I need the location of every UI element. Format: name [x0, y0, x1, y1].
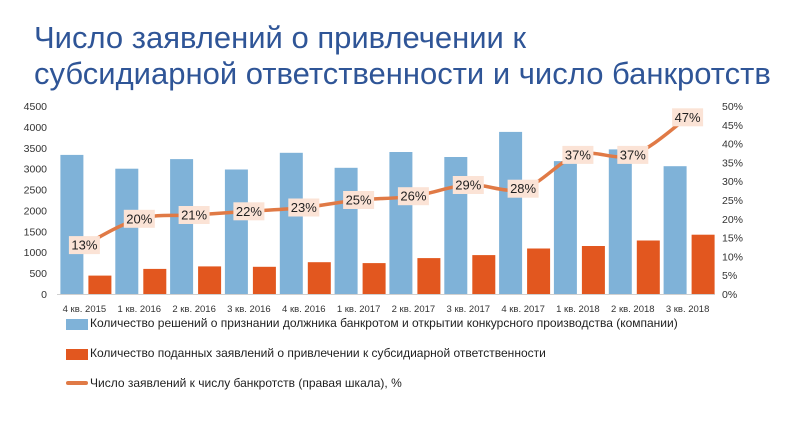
left-tick-label: 500 — [29, 268, 47, 280]
right-tick-label: 50% — [722, 101, 743, 113]
data-label: 13% — [71, 238, 97, 253]
legend-swatch-ratio — [66, 381, 88, 385]
left-tick-label: 2500 — [24, 185, 48, 197]
data-label: 22% — [236, 204, 262, 219]
data-label-box — [288, 198, 320, 217]
data-label-box — [233, 202, 265, 221]
bar-bankruptcies — [389, 152, 413, 294]
left-axis: 0 500 1000 1500 2000 2500 3000 3500 4000 4500 — [24, 101, 48, 301]
left-tick-label: 4000 — [24, 122, 48, 134]
data-labels: 13% 20% 21% 22% 23% 25% 26% 29% 28% 37% 37% 47% — [68, 108, 704, 255]
data-label: 20% — [126, 211, 152, 226]
bar-claims — [636, 240, 660, 294]
right-tick-label: 0% — [722, 289, 737, 301]
right-tick-label: 40% — [722, 139, 743, 151]
category-label: 4 кв. 2016 — [282, 304, 326, 315]
left-tick-label: 1500 — [24, 226, 48, 238]
legend-swatch-bankruptcies — [66, 319, 88, 330]
data-label-box — [397, 187, 429, 206]
bar-claims — [581, 246, 605, 294]
category-label: 1 кв. 2017 — [337, 304, 381, 315]
right-axis: 0% 5% 10% 15% 20% 25% 30% 35% 40% 45% 50% — [722, 101, 743, 301]
right-tick-label: 5% — [722, 270, 737, 282]
left-tick-label: 2000 — [24, 205, 48, 217]
data-label: 47% — [675, 110, 701, 125]
data-label: 23% — [291, 200, 317, 215]
category-label: 3 кв. 2017 — [447, 304, 491, 315]
left-tick-label: 3500 — [24, 143, 48, 155]
bar-claims — [88, 275, 112, 294]
right-tick-label: 35% — [722, 157, 743, 169]
data-label-box — [68, 236, 100, 255]
bar-claims — [527, 248, 551, 294]
data-label: 26% — [400, 189, 426, 204]
bar-claims — [143, 268, 167, 294]
data-label-box — [562, 145, 594, 164]
chart-title-line-1: Число заявлений о привлечении к — [34, 20, 527, 55]
data-label-box — [617, 145, 649, 164]
bar-bankruptcies — [334, 167, 358, 294]
data-label: 21% — [181, 208, 207, 223]
data-label-box — [672, 108, 704, 127]
bar-bankruptcies — [279, 152, 303, 294]
right-tick-label: 10% — [722, 251, 743, 263]
chart-title-line-2: субсидиарной ответственности и число бан… — [34, 56, 771, 91]
data-label: 25% — [346, 193, 372, 208]
right-tick-label: 20% — [722, 214, 743, 226]
bar-bankruptcies — [499, 131, 523, 294]
right-tick-label: 30% — [722, 176, 743, 188]
bar-bankruptcies — [553, 161, 577, 294]
right-tick-label: 15% — [722, 233, 743, 245]
chart-title: Число заявлений о привлечении к субсидиа… — [34, 20, 771, 92]
bar-claims — [252, 266, 276, 294]
category-label: 4 кв. 2015 — [63, 304, 107, 315]
right-tick-label: 25% — [722, 195, 743, 207]
bar-claims — [198, 266, 222, 294]
legend-label-ratio: Число заявлений к числу банкротств (прав… — [90, 376, 402, 390]
bar-series-group — [60, 131, 715, 294]
data-label-box — [452, 176, 484, 194]
bar-claims — [307, 262, 331, 294]
bar-claims — [417, 258, 441, 294]
bar-bankruptcies — [60, 154, 84, 294]
bar-claims — [362, 263, 386, 294]
data-label-box — [507, 179, 539, 198]
category-label: 1 кв. 2018 — [556, 304, 600, 315]
bar-bankruptcies — [608, 149, 632, 294]
data-label-box — [123, 209, 155, 228]
bar-bankruptcies — [663, 166, 687, 294]
legend-label-claims: Количество поданных заявлений о привлече… — [90, 346, 546, 360]
data-label: 37% — [565, 147, 591, 162]
data-label: 29% — [455, 178, 481, 193]
x-axis: 4 кв. 2015 1 кв. 2016 2 кв. 2016 3 кв. 2016… — [63, 304, 710, 315]
category-label: 3 кв. 2018 — [666, 304, 710, 315]
right-tick-label: 45% — [722, 120, 743, 132]
bar-bankruptcies — [170, 159, 194, 294]
data-label-box — [178, 206, 210, 224]
category-label: 1 кв. 2016 — [118, 304, 162, 315]
bar-bankruptcies — [224, 169, 248, 294]
bar-claims — [691, 234, 715, 294]
left-tick-label: 4500 — [24, 101, 48, 113]
legend-swatch-claims — [66, 349, 88, 360]
category-label: 3 кв. 2016 — [227, 304, 271, 315]
category-label: 2 кв. 2018 — [611, 304, 655, 315]
category-label: 2 кв. 2017 — [392, 304, 436, 315]
data-label: 28% — [510, 181, 536, 196]
left-tick-label: 1000 — [24, 247, 48, 259]
left-tick-label: 3000 — [24, 164, 48, 176]
category-label: 2 кв. 2016 — [172, 304, 216, 315]
bar-claims — [472, 255, 496, 294]
legend-label-bankruptcies: Количество решений о признании должника … — [90, 316, 678, 330]
category-label: 4 кв. 2017 — [501, 304, 545, 315]
bar-bankruptcies — [115, 168, 139, 294]
left-tick-label: 0 — [41, 289, 47, 301]
data-label: 37% — [620, 147, 646, 162]
data-label-box — [343, 191, 375, 209]
